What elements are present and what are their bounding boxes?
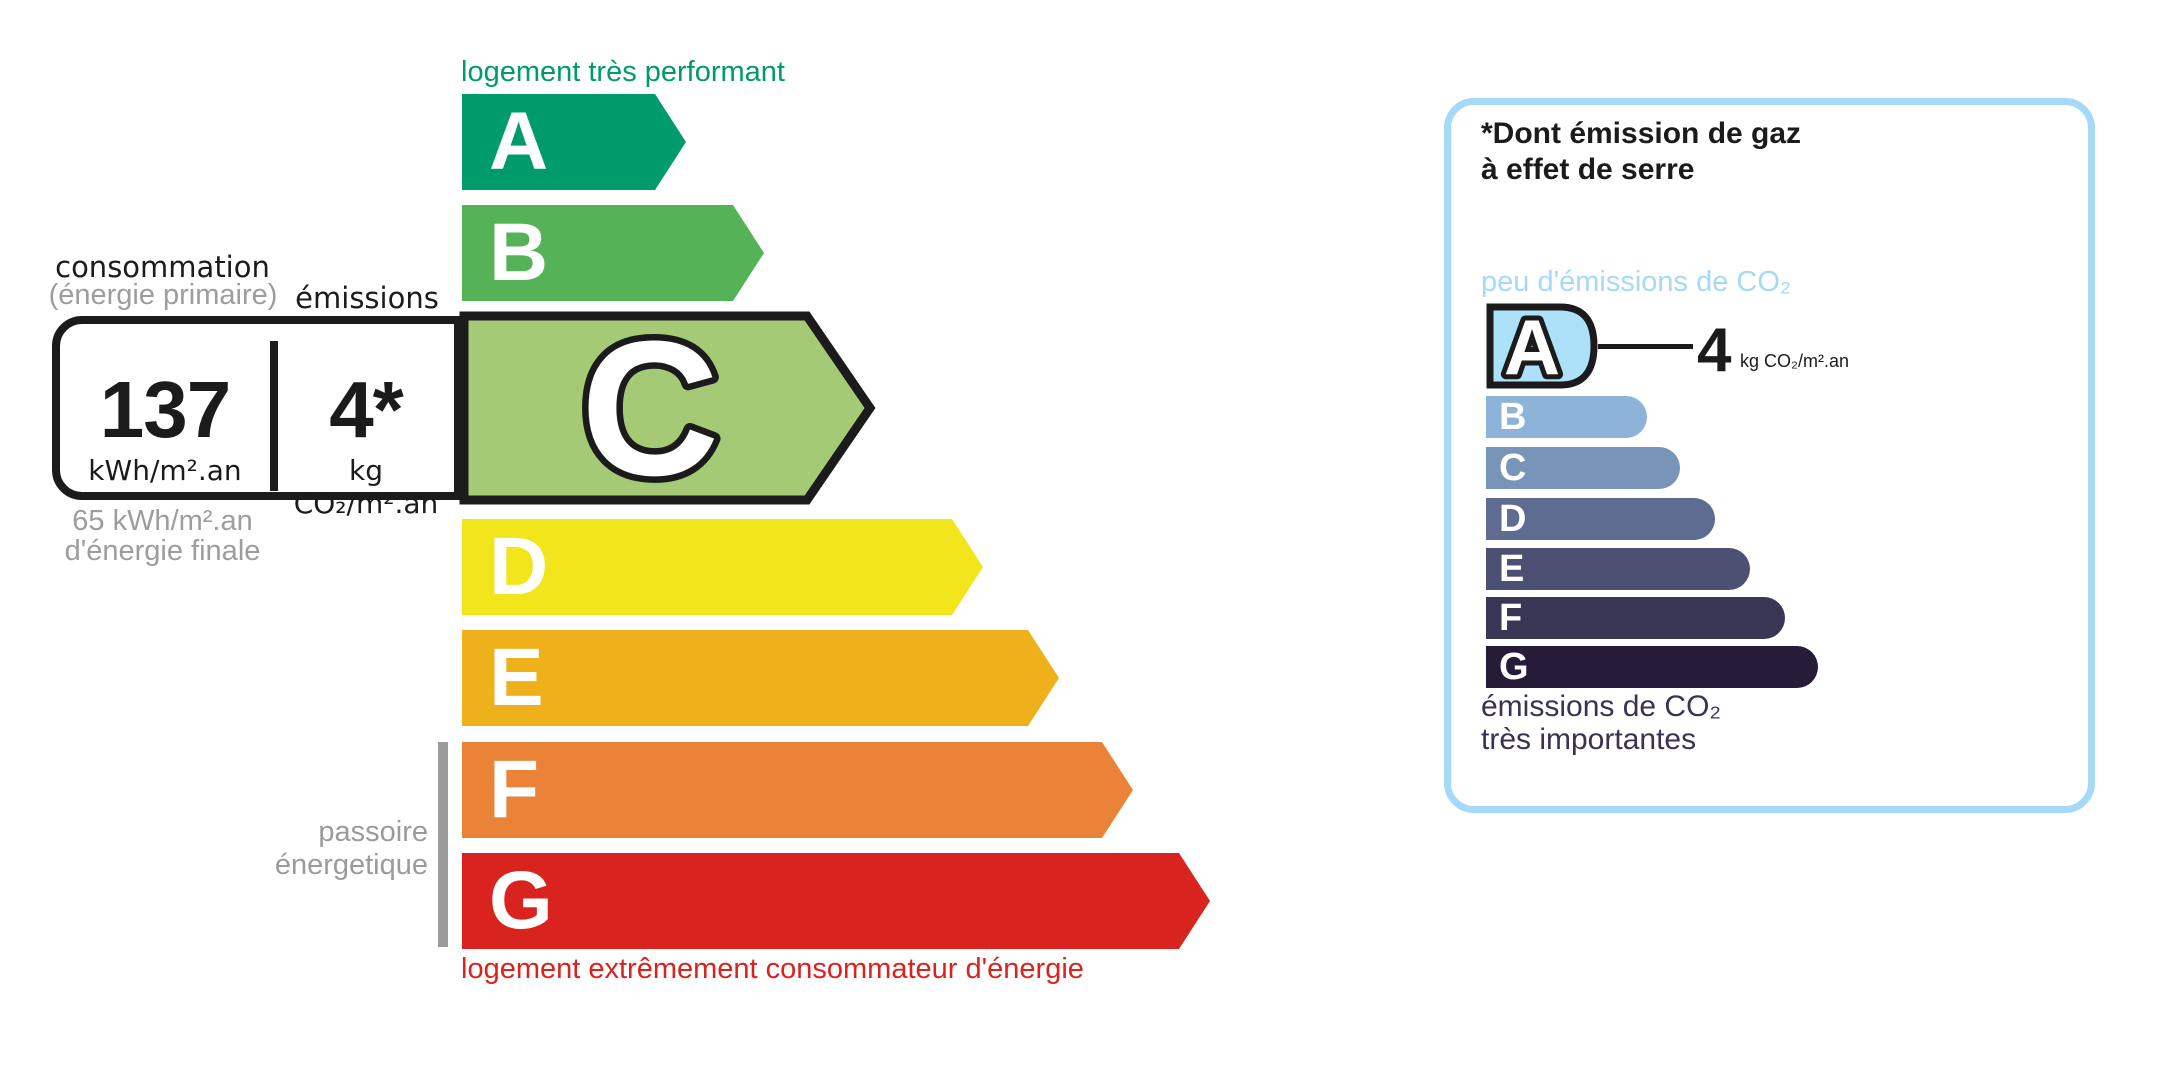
ges-caption-high-emissions: émissions de CO₂ très importantes xyxy=(1481,690,1721,756)
ges-value-connector-line xyxy=(1598,344,1693,349)
energy-band-a: A xyxy=(462,94,686,190)
energy-band-c-letter: C xyxy=(581,307,720,509)
emissions-cell: 4* kg CO₂/m².an xyxy=(278,365,454,521)
ges-band-c-letter: C xyxy=(1499,447,1527,489)
final-energy-line1: 65 kWh/m².an xyxy=(72,505,253,537)
emissions-unit: kg CO₂/m².an xyxy=(293,454,439,520)
passoire-label-line1: passoire xyxy=(318,816,428,848)
ges-band-a-current: A xyxy=(1486,303,1598,389)
ges-panel-title-line1: *Dont émission de gaz xyxy=(1481,117,1802,150)
consumption-value: 137 xyxy=(99,365,231,454)
caption-very-consuming: logement extrêmement consommateur d'éner… xyxy=(461,953,1084,985)
energy-band-f-letter: F xyxy=(489,744,540,835)
energy-band-e-letter: E xyxy=(489,632,544,723)
score-box-divider xyxy=(270,341,278,491)
ges-band-d: D xyxy=(1486,498,1715,540)
ges-caption-low-emissions: peu d'émissions de CO₂ xyxy=(1481,266,1792,298)
ges-band-c: C xyxy=(1486,447,1680,489)
ges-band-e: E xyxy=(1486,548,1750,590)
ges-band-e-letter: E xyxy=(1499,548,1525,590)
ges-panel-title-line2: à effet de serre xyxy=(1481,153,1695,186)
ges-band-f-letter: F xyxy=(1499,597,1523,639)
ges-band-g-letter: G xyxy=(1499,646,1529,688)
energy-band-g-letter: G xyxy=(489,855,553,946)
final-energy-note: 65 kWh/m².an d'énergie finale xyxy=(30,506,295,566)
energy-band-d-letter: D xyxy=(489,521,549,612)
final-energy-line2: d'énergie finale xyxy=(64,535,261,567)
score-box: 137 kWh/m².an 4* kg CO₂/m².an xyxy=(52,316,462,520)
passoire-range-bar xyxy=(438,742,448,947)
energy-band-a-letter: A xyxy=(489,96,549,187)
ges-band-b-letter: B xyxy=(1499,396,1527,438)
ges-band-a-badge-shape xyxy=(1486,303,1598,389)
consumption-cell: 137 kWh/m².an xyxy=(60,365,270,488)
passoire-label-line2: énergetique xyxy=(274,849,428,881)
ges-value: 4 xyxy=(1697,316,1732,385)
ges-caption-high-emissions-line1: émissions de CO₂ xyxy=(1481,690,1722,723)
energy-band-g: G xyxy=(462,853,1210,949)
energy-band-b-letter: B xyxy=(489,207,549,298)
energy-band-d: D xyxy=(462,519,983,615)
ges-band-g: G xyxy=(1486,646,1818,688)
energy-band-b: B xyxy=(462,205,764,301)
ges-panel-title: *Dont émission de gaz à effet de serre xyxy=(1481,116,1801,188)
ges-band-b: B xyxy=(1486,396,1647,438)
passoire-label: passoire énergetique xyxy=(200,816,428,882)
caption-very-efficient: logement très performant xyxy=(461,56,785,88)
ges-caption-high-emissions-line2: très importantes xyxy=(1481,723,1697,756)
ges-band-f: F xyxy=(1486,597,1785,639)
energy-band-c-current: C xyxy=(459,307,876,509)
ges-band-a-letter: A xyxy=(1504,303,1560,389)
consumption-unit: kWh/m².an xyxy=(88,454,242,487)
ges-value-unit: kg CO₂/m².an xyxy=(1740,351,1850,371)
emissions-header: émissions xyxy=(295,281,439,315)
energy-band-f: F xyxy=(462,742,1133,838)
energy-band-c-arrow-shape xyxy=(459,311,876,505)
consumption-header: consommation xyxy=(55,250,270,284)
consumption-subheader: (énergie primaire) xyxy=(48,279,278,311)
energy-band-e: E xyxy=(462,630,1059,726)
emissions-value: 4* xyxy=(329,365,404,454)
ges-band-d-letter: D xyxy=(1499,498,1527,540)
